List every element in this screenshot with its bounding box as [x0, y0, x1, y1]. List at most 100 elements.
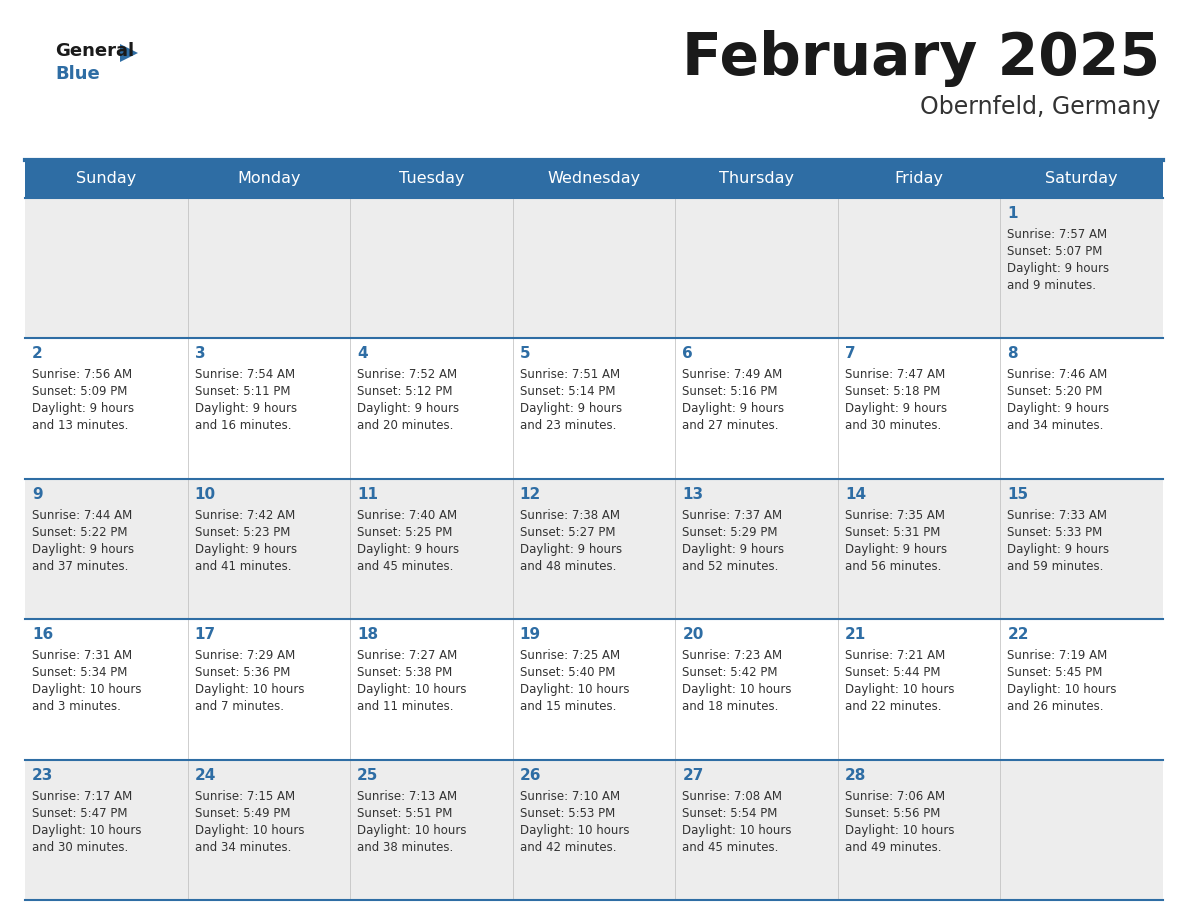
Text: and 41 minutes.: and 41 minutes.	[195, 560, 291, 573]
Text: Daylight: 10 hours: Daylight: 10 hours	[845, 683, 954, 696]
Text: Obernfeld, Germany: Obernfeld, Germany	[920, 95, 1159, 119]
Text: Sunrise: 7:06 AM: Sunrise: 7:06 AM	[845, 789, 944, 802]
Text: Sunset: 5:36 PM: Sunset: 5:36 PM	[195, 666, 290, 679]
Text: Daylight: 10 hours: Daylight: 10 hours	[195, 683, 304, 696]
Text: Sunrise: 7:10 AM: Sunrise: 7:10 AM	[519, 789, 620, 802]
Text: Daylight: 9 hours: Daylight: 9 hours	[519, 402, 621, 416]
Text: 24: 24	[195, 767, 216, 783]
Text: Sunrise: 7:35 AM: Sunrise: 7:35 AM	[845, 509, 944, 521]
Text: and 30 minutes.: and 30 minutes.	[32, 841, 128, 854]
Text: Sunrise: 7:25 AM: Sunrise: 7:25 AM	[519, 649, 620, 662]
Text: Sunrise: 7:57 AM: Sunrise: 7:57 AM	[1007, 228, 1107, 241]
Polygon shape	[120, 44, 138, 62]
Text: Wednesday: Wednesday	[548, 172, 640, 186]
Text: Daylight: 9 hours: Daylight: 9 hours	[1007, 402, 1110, 416]
Text: Sunrise: 7:13 AM: Sunrise: 7:13 AM	[358, 789, 457, 802]
Text: Daylight: 9 hours: Daylight: 9 hours	[195, 543, 297, 555]
Text: 3: 3	[195, 346, 206, 362]
Text: Sunrise: 7:42 AM: Sunrise: 7:42 AM	[195, 509, 295, 521]
Text: 27: 27	[682, 767, 703, 783]
Text: Sunrise: 7:46 AM: Sunrise: 7:46 AM	[1007, 368, 1107, 381]
Text: and 15 minutes.: and 15 minutes.	[519, 700, 617, 713]
Text: and 3 minutes.: and 3 minutes.	[32, 700, 121, 713]
Text: and 13 minutes.: and 13 minutes.	[32, 420, 128, 432]
Text: Sunset: 5:27 PM: Sunset: 5:27 PM	[519, 526, 615, 539]
Text: Sunrise: 7:17 AM: Sunrise: 7:17 AM	[32, 789, 132, 802]
Text: and 16 minutes.: and 16 minutes.	[195, 420, 291, 432]
Text: Sunset: 5:23 PM: Sunset: 5:23 PM	[195, 526, 290, 539]
Text: Daylight: 9 hours: Daylight: 9 hours	[845, 402, 947, 416]
Text: 28: 28	[845, 767, 866, 783]
Text: Sunrise: 7:40 AM: Sunrise: 7:40 AM	[358, 509, 457, 521]
Text: 17: 17	[195, 627, 216, 643]
Text: Sunrise: 7:52 AM: Sunrise: 7:52 AM	[358, 368, 457, 381]
Text: Sunset: 5:33 PM: Sunset: 5:33 PM	[1007, 526, 1102, 539]
Text: and 37 minutes.: and 37 minutes.	[32, 560, 128, 573]
Text: 11: 11	[358, 487, 378, 502]
Bar	[25, 620, 1163, 759]
Text: Tuesday: Tuesday	[399, 172, 465, 186]
Text: 23: 23	[32, 767, 53, 783]
Text: Daylight: 9 hours: Daylight: 9 hours	[195, 402, 297, 416]
Text: and 27 minutes.: and 27 minutes.	[682, 420, 779, 432]
Text: 1: 1	[1007, 206, 1018, 221]
Text: Sunset: 5:40 PM: Sunset: 5:40 PM	[519, 666, 615, 679]
Text: Daylight: 10 hours: Daylight: 10 hours	[358, 823, 467, 836]
Text: Sunrise: 7:51 AM: Sunrise: 7:51 AM	[519, 368, 620, 381]
Text: and 18 minutes.: and 18 minutes.	[682, 700, 778, 713]
Text: Sunset: 5:49 PM: Sunset: 5:49 PM	[195, 807, 290, 820]
Text: Daylight: 10 hours: Daylight: 10 hours	[682, 823, 791, 836]
Text: Sunset: 5:47 PM: Sunset: 5:47 PM	[32, 807, 127, 820]
Text: Sunday: Sunday	[76, 172, 137, 186]
Text: Sunrise: 7:27 AM: Sunrise: 7:27 AM	[358, 649, 457, 662]
Text: Daylight: 9 hours: Daylight: 9 hours	[682, 402, 784, 416]
Text: Daylight: 10 hours: Daylight: 10 hours	[682, 683, 791, 696]
Text: and 30 minutes.: and 30 minutes.	[845, 420, 941, 432]
Text: Daylight: 9 hours: Daylight: 9 hours	[1007, 543, 1110, 555]
Text: 9: 9	[32, 487, 43, 502]
Text: Daylight: 9 hours: Daylight: 9 hours	[682, 543, 784, 555]
Text: Daylight: 10 hours: Daylight: 10 hours	[32, 823, 141, 836]
Bar	[25, 198, 1163, 339]
Text: Daylight: 10 hours: Daylight: 10 hours	[32, 683, 141, 696]
Text: 4: 4	[358, 346, 368, 362]
Text: Daylight: 10 hours: Daylight: 10 hours	[519, 683, 630, 696]
Text: and 9 minutes.: and 9 minutes.	[1007, 279, 1097, 292]
Text: Sunrise: 7:08 AM: Sunrise: 7:08 AM	[682, 789, 782, 802]
Text: Daylight: 10 hours: Daylight: 10 hours	[519, 823, 630, 836]
Text: Sunset: 5:12 PM: Sunset: 5:12 PM	[358, 386, 453, 398]
Text: Sunset: 5:56 PM: Sunset: 5:56 PM	[845, 807, 940, 820]
Text: 7: 7	[845, 346, 855, 362]
Text: Sunrise: 7:15 AM: Sunrise: 7:15 AM	[195, 789, 295, 802]
Text: Sunset: 5:51 PM: Sunset: 5:51 PM	[358, 807, 453, 820]
Text: Daylight: 9 hours: Daylight: 9 hours	[32, 543, 134, 555]
Text: 5: 5	[519, 346, 530, 362]
Text: and 34 minutes.: and 34 minutes.	[1007, 420, 1104, 432]
Text: 14: 14	[845, 487, 866, 502]
Text: Daylight: 9 hours: Daylight: 9 hours	[358, 402, 460, 416]
Text: 8: 8	[1007, 346, 1018, 362]
Text: Sunset: 5:29 PM: Sunset: 5:29 PM	[682, 526, 778, 539]
Text: Sunset: 5:16 PM: Sunset: 5:16 PM	[682, 386, 778, 398]
Text: Sunrise: 7:49 AM: Sunrise: 7:49 AM	[682, 368, 783, 381]
Text: Sunset: 5:38 PM: Sunset: 5:38 PM	[358, 666, 453, 679]
Text: Sunrise: 7:33 AM: Sunrise: 7:33 AM	[1007, 509, 1107, 521]
Bar	[25, 339, 1163, 479]
Text: 21: 21	[845, 627, 866, 643]
Text: 15: 15	[1007, 487, 1029, 502]
Text: and 48 minutes.: and 48 minutes.	[519, 560, 617, 573]
Text: Daylight: 10 hours: Daylight: 10 hours	[1007, 683, 1117, 696]
Text: 22: 22	[1007, 627, 1029, 643]
Text: Daylight: 9 hours: Daylight: 9 hours	[845, 543, 947, 555]
Text: 13: 13	[682, 487, 703, 502]
Text: and 56 minutes.: and 56 minutes.	[845, 560, 941, 573]
Text: and 52 minutes.: and 52 minutes.	[682, 560, 778, 573]
Text: Sunset: 5:53 PM: Sunset: 5:53 PM	[519, 807, 615, 820]
Text: and 45 minutes.: and 45 minutes.	[682, 841, 778, 854]
Text: Sunset: 5:18 PM: Sunset: 5:18 PM	[845, 386, 940, 398]
Text: Sunrise: 7:47 AM: Sunrise: 7:47 AM	[845, 368, 946, 381]
Text: Saturday: Saturday	[1045, 172, 1118, 186]
Text: Sunrise: 7:54 AM: Sunrise: 7:54 AM	[195, 368, 295, 381]
Text: Sunset: 5:54 PM: Sunset: 5:54 PM	[682, 807, 778, 820]
Text: Daylight: 9 hours: Daylight: 9 hours	[1007, 262, 1110, 275]
